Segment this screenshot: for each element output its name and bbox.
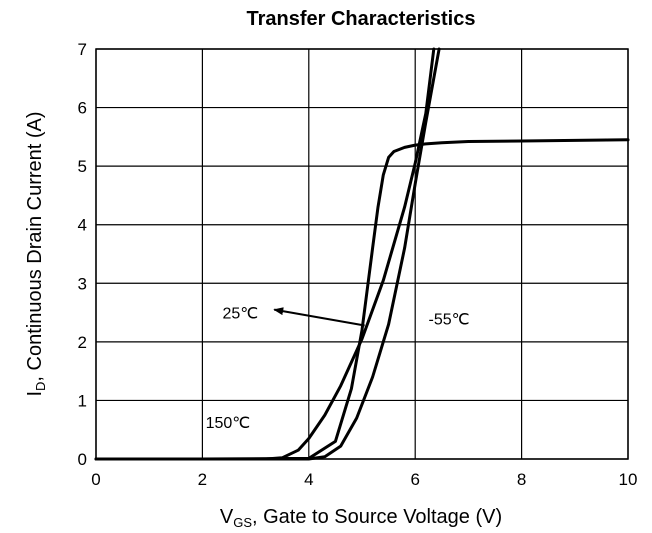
- annotations: 25℃ -55℃ 150℃: [206, 306, 470, 433]
- y-tick-label: 4: [78, 216, 87, 235]
- y-tick-label: 6: [78, 99, 87, 118]
- series-line-0: [94, 138, 630, 461]
- annotation-arrow-25c: [273, 307, 365, 327]
- y-axis-label-rest: , Continuous Drain Current (A): [24, 111, 46, 381]
- y-tick-label: 0: [78, 450, 87, 469]
- y-axis-label-main: I: [24, 391, 46, 397]
- x-axis-label-main: V: [220, 506, 234, 528]
- x-axis-label-subscript: GS: [233, 515, 252, 530]
- x-axis-label-rest: , Gate to Source Voltage (V): [252, 506, 502, 528]
- y-axis-label-subscript: D: [33, 382, 48, 391]
- x-tick-label: 6: [410, 470, 419, 489]
- x-tick-label: 10: [619, 470, 638, 489]
- series-line-2: [94, 47, 441, 461]
- y-tick-labels: 0 1 2 3 4 5 6 7: [78, 40, 87, 469]
- x-axis-label: VGS, Gate to Source Voltage (V): [220, 506, 502, 530]
- plot-area-border: [95, 48, 629, 460]
- x-tick-label: 0: [91, 470, 100, 489]
- annotation-label: 25℃: [222, 306, 258, 323]
- x-tick-label: 4: [304, 470, 313, 489]
- series-group: [94, 47, 630, 461]
- annotation-label: -55℃: [429, 311, 470, 328]
- y-tick-label: 1: [78, 391, 87, 410]
- y-axis-label: ID, Continuous Drain Current (A): [24, 111, 48, 396]
- y-tick-label: 5: [78, 157, 87, 176]
- y-tick-label: 7: [78, 40, 87, 59]
- x-tick-label: 2: [198, 470, 207, 489]
- y-tick-label: 3: [78, 274, 87, 293]
- series-line-1: [94, 47, 436, 461]
- grid: [95, 48, 629, 460]
- x-tick-labels: 0 2 4 6 8 10: [91, 470, 637, 489]
- chart-title: Transfer Characteristics: [246, 8, 475, 30]
- y-tick-label: 2: [78, 333, 87, 352]
- annotation-label: 150℃: [206, 415, 251, 432]
- x-tick-label: 8: [517, 470, 526, 489]
